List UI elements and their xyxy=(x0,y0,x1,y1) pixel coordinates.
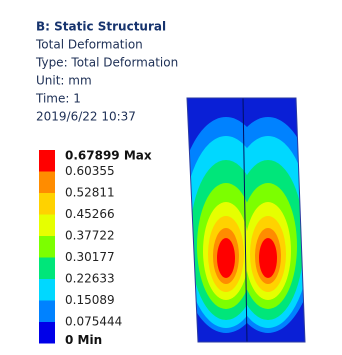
contour-band xyxy=(259,238,277,278)
result-view: B: Static Structural Total Deformation T… xyxy=(0,0,342,355)
legend-label: 0.075444 xyxy=(65,315,122,329)
contour-band xyxy=(217,238,235,278)
legend-label: 0 Min xyxy=(65,333,102,347)
legend-label: 0.45266 xyxy=(65,207,115,221)
legend-label: 0.30177 xyxy=(65,250,115,264)
info-line: Total Deformation xyxy=(35,38,143,52)
legend-label: 0.52811 xyxy=(65,186,115,200)
result-title: B: Static Structural xyxy=(36,20,166,34)
info-line: 2019/6/22 10:37 xyxy=(36,110,136,124)
info-line: Time: 1 xyxy=(35,92,81,106)
legend-label: 0.37722 xyxy=(65,229,115,243)
legend-label: 0.60355 xyxy=(65,164,115,178)
deformation-contour xyxy=(176,95,318,345)
legend-bar xyxy=(39,150,55,344)
info-line: Type: Total Deformation xyxy=(35,56,178,70)
legend-label: 0.22633 xyxy=(65,272,115,286)
legend-label: 0.15089 xyxy=(65,293,115,307)
legend-label: 0.67899 Max xyxy=(65,149,152,163)
screenshot: B: Static Structural Total Deformation T… xyxy=(0,0,342,355)
info-line: Unit: mm xyxy=(36,74,92,88)
